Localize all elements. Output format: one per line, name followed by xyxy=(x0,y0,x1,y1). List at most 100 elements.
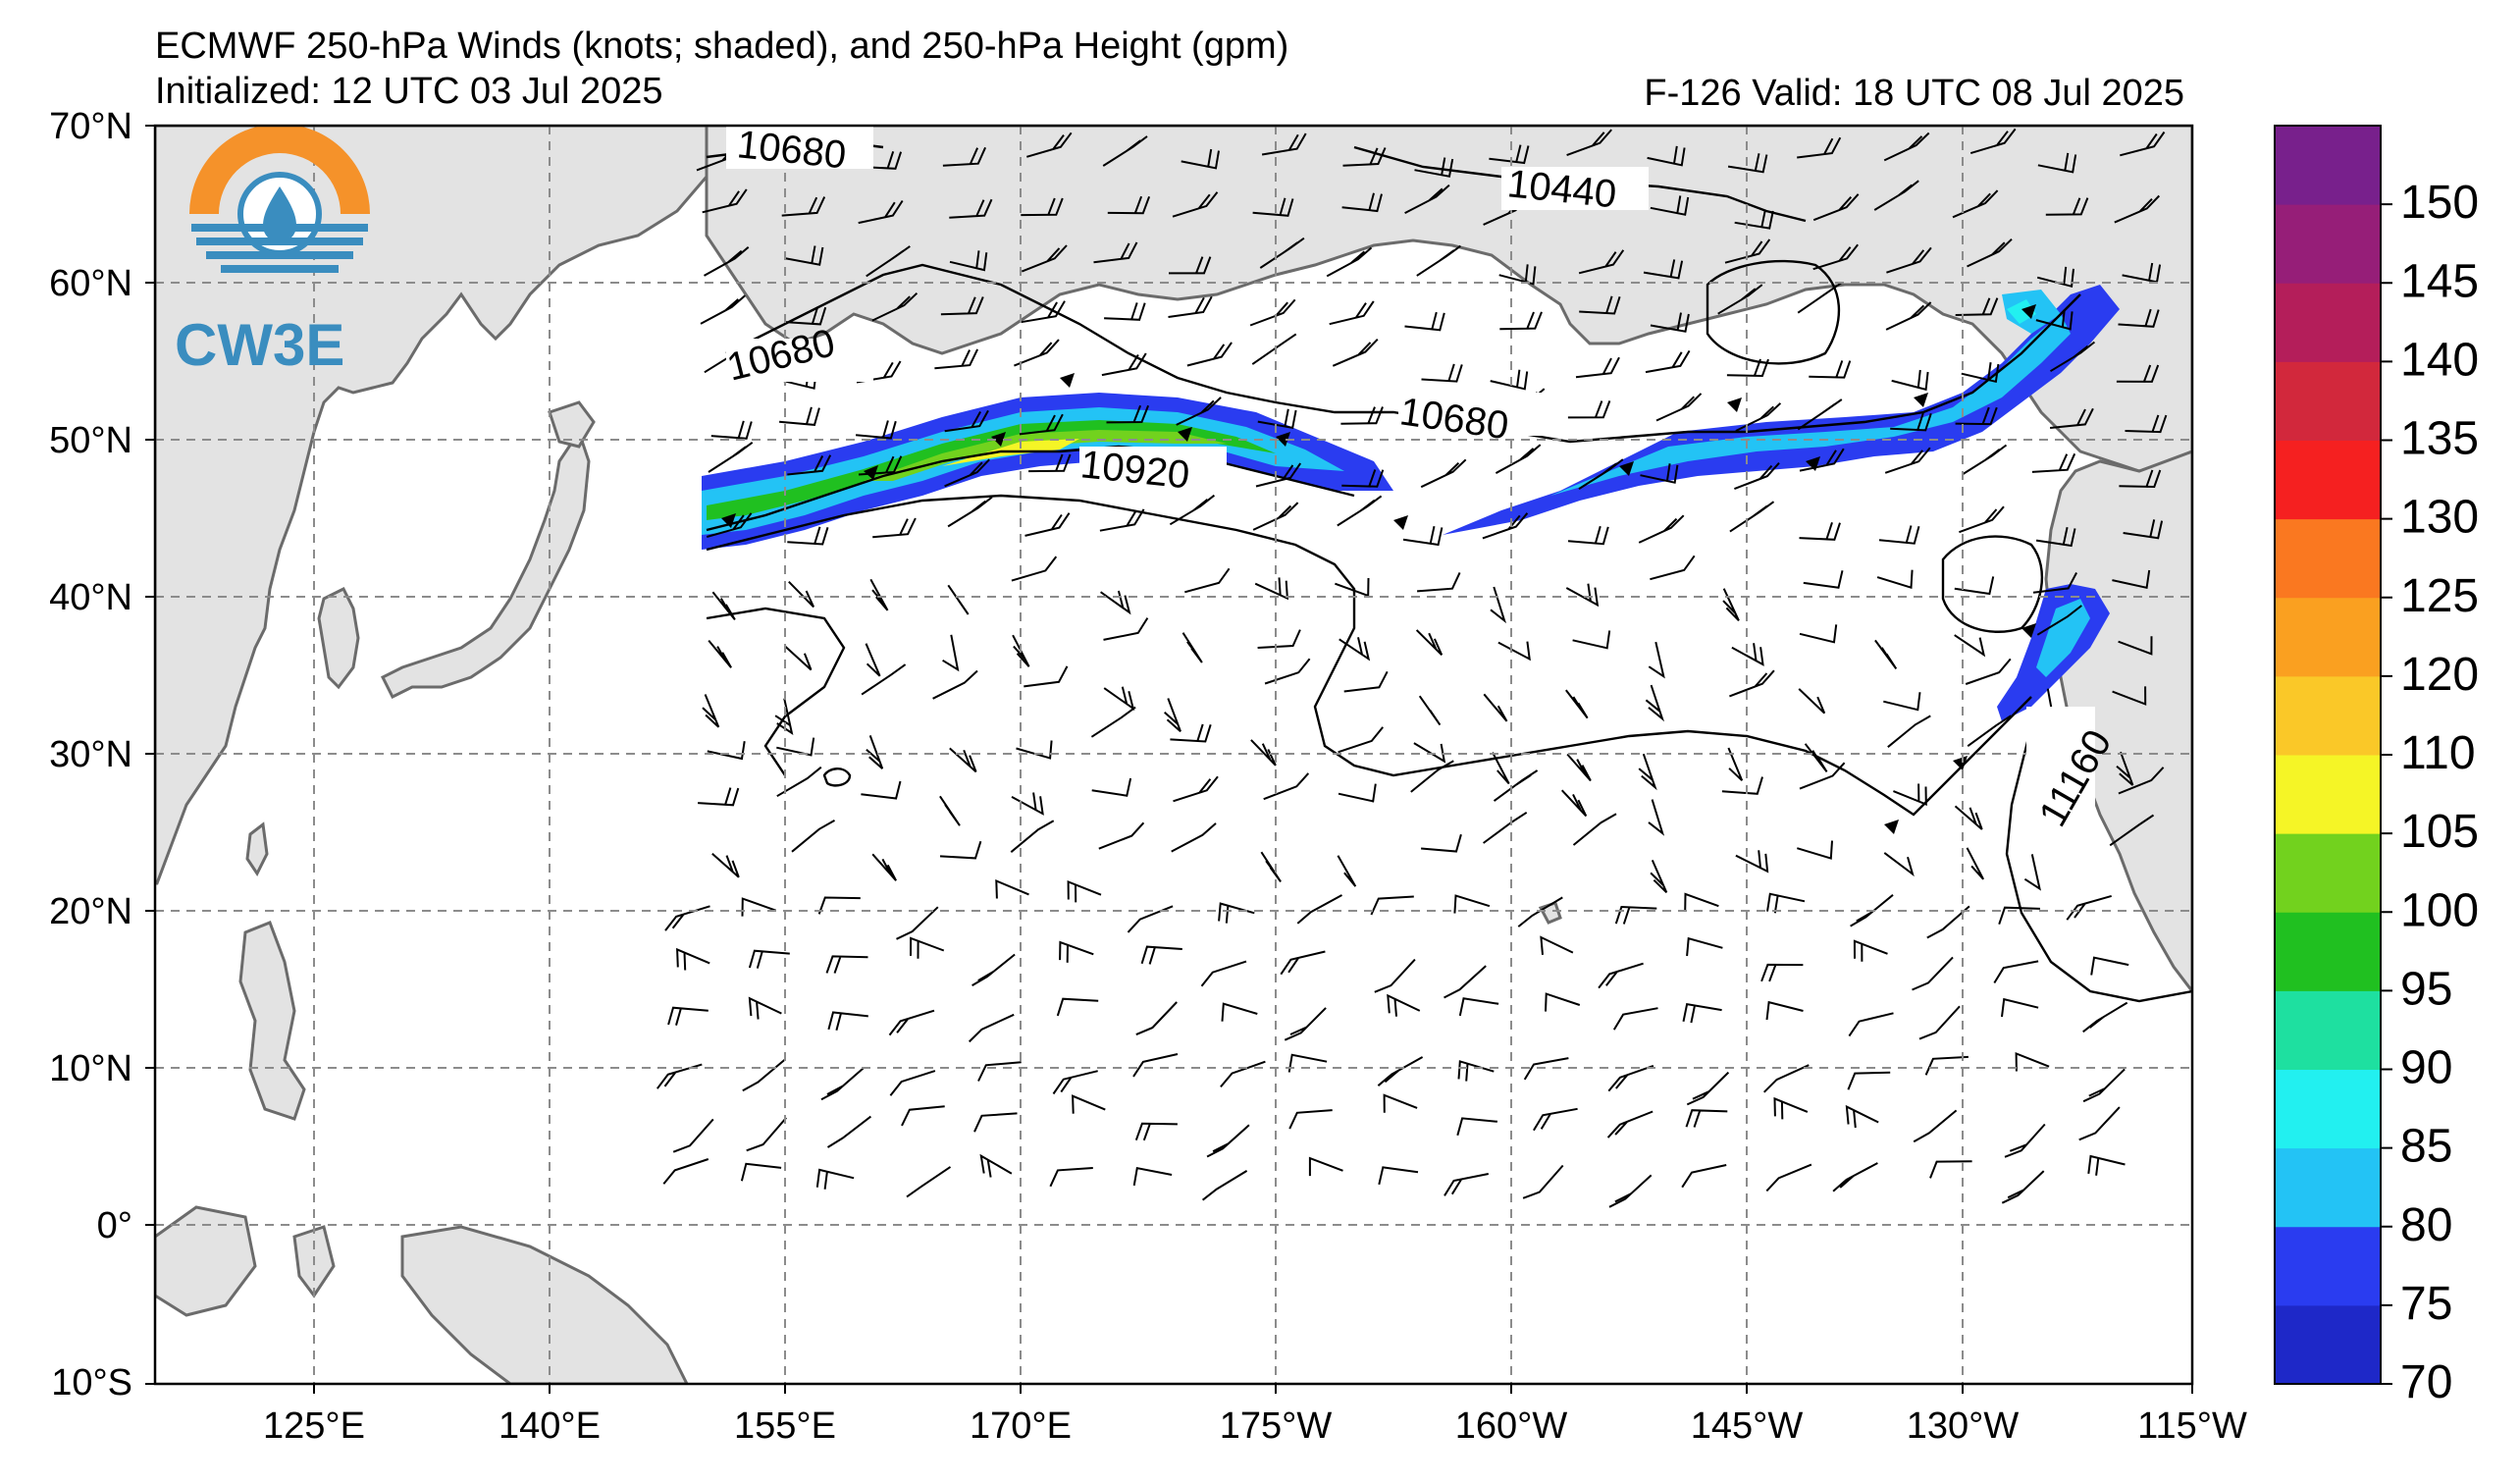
wind-barb xyxy=(1998,906,2040,926)
contour-11160 xyxy=(2005,725,2192,1003)
wind-barb xyxy=(1578,458,1624,490)
wind-barb xyxy=(1885,301,1932,331)
wind-barb xyxy=(2082,1068,2126,1103)
wind-barb xyxy=(2037,152,2077,174)
wind-barb xyxy=(1726,358,1769,378)
wind-barb xyxy=(1685,1109,1728,1128)
wind-barb xyxy=(662,1158,709,1185)
wind-barb xyxy=(1456,1117,1497,1137)
wind-barb xyxy=(949,250,988,272)
wind-barb xyxy=(944,458,990,488)
cw3e-logo-icon: CW3E xyxy=(175,126,370,378)
wind-barb xyxy=(1337,855,1357,887)
colorbar-label: 90 xyxy=(2400,1042,2452,1094)
wind-barb xyxy=(1847,1071,1891,1090)
wind-barb xyxy=(1490,586,1507,624)
wind-barb xyxy=(856,420,897,440)
philippines-land xyxy=(238,921,306,1121)
wind-barb xyxy=(1220,1060,1266,1088)
wind-barb xyxy=(825,955,868,974)
colorbar-label: 100 xyxy=(2400,884,2479,936)
wind-barb xyxy=(711,591,736,621)
wind-barb xyxy=(1566,753,1592,782)
wind-barb xyxy=(968,1013,1015,1043)
lat-label: 0° xyxy=(97,1205,132,1246)
asia-land xyxy=(155,126,709,885)
wind-barb xyxy=(1797,136,1842,159)
wind-barb xyxy=(1421,833,1462,853)
wind-barb xyxy=(2035,526,2076,548)
lon-label: 145°W xyxy=(1691,1405,1804,1447)
wind-barb xyxy=(942,634,960,672)
wind-barb xyxy=(1016,740,1053,760)
contour-10680 xyxy=(725,263,2081,444)
colorbar-swatch xyxy=(2275,361,2381,441)
colorbar-swatch xyxy=(2275,126,2381,205)
wind-barb xyxy=(746,1117,787,1152)
wind-barb xyxy=(702,694,720,728)
wind-barb xyxy=(1993,960,2039,984)
wind-barb xyxy=(1797,282,1843,314)
wind-barb xyxy=(2035,309,2074,331)
wind-barb xyxy=(934,348,979,370)
wind-barb xyxy=(776,766,822,798)
colorbar-swatch xyxy=(2275,990,2381,1070)
map-area: 10680 10440 10680 10680 10920 11160 CW3E xyxy=(155,126,2192,1384)
wind-barb xyxy=(1575,356,1620,379)
wind-barb xyxy=(1206,1124,1250,1158)
colorbar-swatch xyxy=(2275,1069,2381,1149)
wind-barb xyxy=(815,1168,855,1190)
wind-barb xyxy=(1812,193,1860,222)
wind-barb xyxy=(2032,572,2077,594)
wind-barb xyxy=(1168,295,1213,318)
wind-barb xyxy=(672,1118,714,1153)
wind-barb xyxy=(1091,777,1132,797)
wind-barb xyxy=(1254,577,1289,601)
wind-barb xyxy=(1021,197,1064,217)
lat-label: 10°N xyxy=(49,1048,132,1089)
wind-barb xyxy=(781,196,826,217)
wind-barb xyxy=(2116,364,2160,383)
wind-barb xyxy=(820,1067,865,1101)
lat-label: 30°N xyxy=(49,734,132,775)
wind-barb xyxy=(1342,147,1387,167)
wind-barb xyxy=(708,441,754,473)
wind-barb xyxy=(1614,905,1657,925)
wind-barb xyxy=(971,953,1016,986)
wind-barb xyxy=(787,526,829,546)
wind-barb xyxy=(1645,684,1665,722)
wind-barb xyxy=(1383,1093,1418,1113)
lon-label: 170°E xyxy=(970,1405,1072,1447)
wind-barb xyxy=(1329,300,1375,326)
wind-barb xyxy=(889,1070,936,1096)
wind-barb xyxy=(1929,1160,1972,1179)
wind-barb xyxy=(748,949,790,969)
wind-barb xyxy=(784,306,827,326)
wind-barb xyxy=(1418,695,1442,726)
wind-barb xyxy=(664,905,710,931)
lat-label: 50°N xyxy=(49,420,132,461)
wind-barb xyxy=(1952,189,1999,219)
wind-barb xyxy=(1731,643,1764,666)
wind-barb xyxy=(906,1166,952,1198)
colorbar-label: 135 xyxy=(2400,413,2479,465)
wind-barb xyxy=(1343,670,1389,693)
wind-barb xyxy=(1799,624,1838,644)
wind-barb xyxy=(1413,742,1446,764)
wind-barb xyxy=(1762,1064,1810,1093)
wind-barb xyxy=(1523,1057,1569,1081)
contour-closed-low-north xyxy=(1706,259,1841,365)
wind-barb xyxy=(858,199,904,225)
jet-coast-85 xyxy=(2036,599,2090,677)
wind-barb xyxy=(1338,783,1377,803)
map-title: ECMWF 250-hPa Winds (knots; shaded), and… xyxy=(155,26,1289,67)
lat-label: 70°N xyxy=(49,106,132,147)
wind-barb xyxy=(710,420,753,440)
contour-subtropical xyxy=(706,607,846,776)
wind-barb xyxy=(1176,397,1222,426)
wind-barb xyxy=(1686,1071,1730,1106)
wind-barb xyxy=(1734,462,1780,491)
wind-barb xyxy=(1890,412,1932,432)
wind-barb xyxy=(1607,1064,1654,1092)
new-guinea-land xyxy=(400,1225,689,1384)
